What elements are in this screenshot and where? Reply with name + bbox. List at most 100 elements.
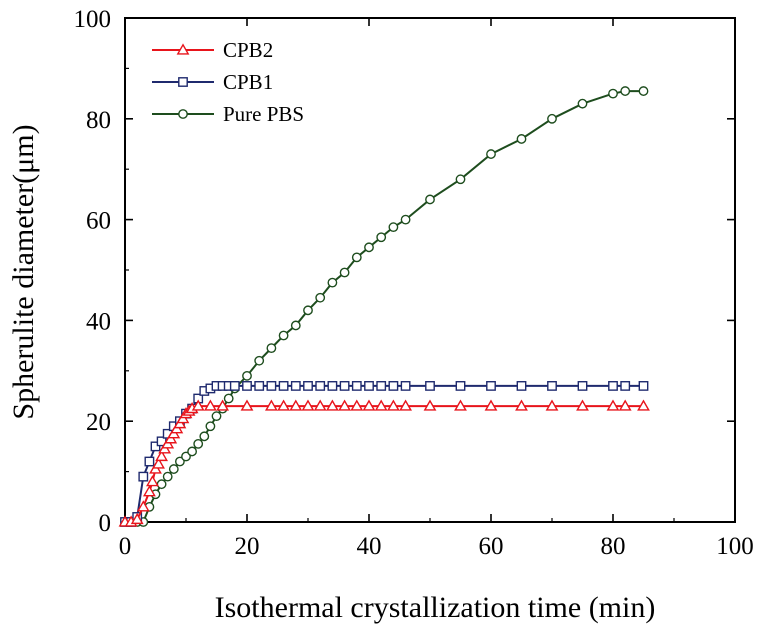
data-point [339,381,350,391]
data-point [386,399,400,411]
data-point [486,381,496,391]
data-point [455,174,466,185]
y-tick-label: 100 [74,6,112,33]
data-point [516,381,527,391]
data-point [289,399,303,411]
data-point [486,149,496,159]
data-point [229,381,240,391]
data-point [254,381,265,391]
data-point [266,343,277,354]
data-point [155,449,169,462]
data-point [454,399,467,411]
data-point [576,399,589,411]
data-point [608,381,618,391]
x-axis-title: Isothermal crystallization time (min) [215,591,656,624]
data-point [303,381,313,391]
data-point [142,485,156,497]
x-tick-label: 60 [479,533,504,560]
data-point [374,399,388,411]
data-point [168,464,179,474]
legend-marker [176,43,190,55]
data-point [181,451,191,462]
x-tick-label: 80 [601,533,626,560]
series-cpb1 [120,381,649,527]
data-point [423,399,437,411]
data-point [351,381,362,391]
data-point [425,194,435,205]
y-tick-label: 40 [86,308,111,335]
legend-label: CPB1 [223,70,273,94]
data-point [266,381,277,391]
data-point [484,399,498,411]
legend-entry: CPB2 [152,38,273,62]
data-point [203,399,217,411]
data-point [577,98,588,109]
data-point [174,456,185,467]
data-point [138,471,149,482]
data-point [618,399,632,411]
data-point [313,399,327,411]
x-tick-label: 100 [716,533,754,560]
series-pure-pbs [126,86,649,527]
data-point [199,431,210,442]
y-tick-label: 0 [99,510,112,537]
data-point [547,381,557,391]
data-point [152,457,165,469]
data-point [315,292,326,303]
y-tick-label: 20 [86,409,111,436]
x-tick-label: 40 [357,533,382,560]
data-point [620,381,631,391]
data-point [277,399,291,411]
legend-entry: CPB1 [152,70,273,94]
data-point [150,441,161,452]
data-point [606,399,620,411]
y-tick-label: 60 [86,208,111,235]
data-point [303,305,313,316]
data-point [223,393,234,404]
data-point [325,399,339,411]
y-tick-label: 80 [86,107,111,134]
legend-entry: Pure PBS [152,102,304,126]
data-point [364,242,374,253]
data-point [191,399,205,411]
data-point [338,399,352,411]
data-point [400,214,411,225]
legend-marker [178,77,188,87]
data-point [162,471,173,482]
data-point [193,438,204,449]
data-point [242,381,252,391]
data-point [301,399,315,411]
series-line [131,90,644,523]
data-point [388,222,399,233]
data-point [278,381,289,391]
data-point [339,267,350,278]
data-point [351,252,362,263]
data-point [327,381,338,391]
data-point [216,399,230,411]
data-point [376,232,387,243]
data-point [278,330,289,341]
series-line [125,405,644,523]
x-tick-label: 0 [119,533,132,560]
data-point [364,381,374,391]
legend-label: CPB2 [223,38,273,62]
legend: CPB2 CPB1 Pure PBS [152,38,304,126]
data-point [240,399,254,411]
data-point [264,399,278,411]
data-point [515,399,528,411]
data-point [327,277,338,288]
data-point [254,355,265,366]
data-point [547,113,557,124]
data-point [187,446,198,457]
data-point [638,86,649,96]
data-point [205,421,216,432]
data-point [425,381,435,391]
data-point [144,456,155,467]
data-point [455,381,466,391]
data-point [516,134,527,144]
y-axis-title: Spherulite diameter(μm) [7,124,40,419]
data-point [577,381,588,391]
legend-label: Pure PBS [223,102,304,126]
data-point [400,381,411,391]
